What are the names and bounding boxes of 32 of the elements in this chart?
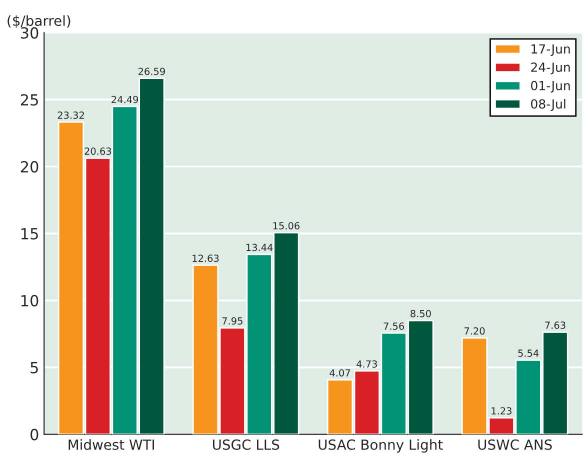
data-label: 7.95	[222, 317, 242, 325]
y-tick-label: 5	[30, 362, 38, 374]
legend-label: 01-Jun	[531, 80, 570, 93]
y-tick-label: 0	[30, 428, 38, 440]
legend-label: 08-Jul	[531, 98, 566, 111]
data-label: 1.23	[492, 407, 512, 415]
data-label: 8.50	[410, 310, 431, 318]
data-label: 4.07	[330, 369, 350, 377]
data-label: 24.49	[112, 96, 138, 104]
x-tick-label: Midwest WTI	[68, 439, 154, 450]
data-label: 26.59	[138, 68, 165, 76]
data-label: 4.73	[356, 360, 377, 368]
data-label: 7.56	[384, 322, 404, 330]
x-tick-label: USAC Bonny Light	[318, 439, 443, 453]
data-label: 12.63	[192, 254, 219, 262]
data-label: 13.44	[246, 244, 273, 252]
x-tick-label: USGC LLS	[212, 439, 280, 450]
data-label: 7.20	[464, 327, 485, 335]
data-label: 7.63	[545, 322, 566, 329]
data-label: 5.54	[518, 350, 539, 357]
x-tick-label: USWC ANS	[478, 439, 552, 450]
y-tick-label: 10	[21, 294, 38, 306]
y-axis-title: ($/barrel)	[8, 15, 70, 28]
legend-label: 24-Jun	[531, 62, 570, 74]
y-tick-label: 25	[20, 94, 38, 106]
y-tick-label: 15	[21, 228, 38, 240]
data-label: 15.06	[273, 222, 300, 230]
legend-label: 17-Jun	[532, 44, 570, 56]
y-tick-label: 30	[20, 27, 38, 39]
data-label: 23.32	[58, 111, 84, 119]
data-label: 20.63	[84, 148, 112, 155]
y-tick-label: 20	[20, 161, 38, 173]
